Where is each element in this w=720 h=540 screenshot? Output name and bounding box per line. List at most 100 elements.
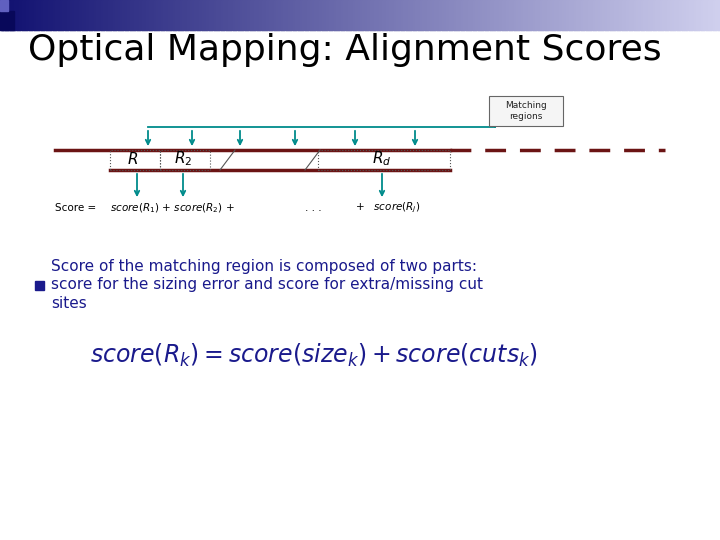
Bar xyxy=(173,0,176,30)
Bar xyxy=(495,0,498,30)
Bar xyxy=(703,0,706,30)
Bar xyxy=(446,0,450,30)
Bar xyxy=(89,0,92,30)
Text: $R$: $R$ xyxy=(127,151,138,167)
Bar xyxy=(487,0,490,30)
Bar xyxy=(187,0,191,30)
Bar xyxy=(706,0,709,30)
Bar xyxy=(41,0,44,30)
Bar xyxy=(307,0,310,30)
Bar xyxy=(655,0,659,30)
Bar xyxy=(574,0,577,30)
Bar xyxy=(646,0,649,30)
Bar xyxy=(348,0,351,30)
Bar xyxy=(567,0,570,30)
Bar xyxy=(5,0,8,30)
Bar xyxy=(38,0,42,30)
Text: Score of the matching region is composed of two parts:: Score of the matching region is composed… xyxy=(51,260,477,274)
Bar xyxy=(698,0,702,30)
Bar xyxy=(477,0,481,30)
Bar xyxy=(653,0,656,30)
Bar xyxy=(156,0,159,30)
Bar xyxy=(202,0,205,30)
Bar xyxy=(243,0,246,30)
Bar xyxy=(382,0,385,30)
FancyBboxPatch shape xyxy=(489,96,563,126)
Bar xyxy=(27,0,30,30)
Bar xyxy=(526,0,529,30)
Bar xyxy=(639,0,642,30)
Bar xyxy=(473,0,476,30)
Bar xyxy=(578,0,582,30)
Bar xyxy=(238,0,241,30)
Bar xyxy=(149,0,152,30)
Bar xyxy=(266,0,270,30)
Bar xyxy=(549,0,553,30)
Bar xyxy=(135,0,138,30)
Bar xyxy=(559,0,562,30)
Text: Matching
regions: Matching regions xyxy=(505,102,547,121)
Bar xyxy=(288,0,292,30)
Bar xyxy=(540,0,544,30)
Bar xyxy=(151,0,155,30)
Bar xyxy=(240,0,243,30)
Bar xyxy=(283,0,287,30)
Bar xyxy=(576,0,580,30)
Bar xyxy=(341,0,344,30)
Bar xyxy=(293,0,296,30)
Bar xyxy=(63,0,66,30)
Bar xyxy=(545,0,548,30)
Bar xyxy=(518,0,522,30)
Bar xyxy=(650,0,654,30)
Bar xyxy=(209,0,212,30)
Bar xyxy=(619,0,623,30)
Bar xyxy=(189,0,193,30)
Bar xyxy=(329,0,332,30)
Bar xyxy=(571,0,575,30)
Text: score for the sizing error and score for extra/missing cut: score for the sizing error and score for… xyxy=(51,278,483,293)
Text: score$(R_1)$ + score$(R_2)$ +: score$(R_1)$ + score$(R_2)$ + xyxy=(110,201,235,215)
Bar xyxy=(367,0,371,30)
Bar xyxy=(502,0,505,30)
Bar xyxy=(648,0,652,30)
Bar xyxy=(336,0,339,30)
Bar xyxy=(58,0,61,30)
Bar xyxy=(466,0,469,30)
Bar xyxy=(401,0,404,30)
Bar xyxy=(667,0,670,30)
Bar xyxy=(264,0,267,30)
Bar xyxy=(110,0,114,30)
Bar xyxy=(459,0,462,30)
Bar xyxy=(122,0,126,30)
Bar xyxy=(276,0,279,30)
Bar xyxy=(351,0,354,30)
Bar xyxy=(547,0,551,30)
Bar xyxy=(396,0,400,30)
Bar xyxy=(254,0,258,30)
Bar xyxy=(216,0,220,30)
Bar xyxy=(175,0,179,30)
Bar xyxy=(389,0,392,30)
Bar xyxy=(91,0,94,30)
Bar xyxy=(318,150,450,170)
Bar xyxy=(35,280,44,289)
Bar xyxy=(250,0,253,30)
Bar xyxy=(610,0,613,30)
Bar xyxy=(425,0,428,30)
Bar xyxy=(379,0,382,30)
Bar xyxy=(617,0,620,30)
Bar xyxy=(533,0,536,30)
Bar xyxy=(432,0,436,30)
Bar xyxy=(163,0,166,30)
Bar xyxy=(538,0,541,30)
Bar xyxy=(418,0,421,30)
Bar xyxy=(607,0,611,30)
Bar xyxy=(343,0,346,30)
Bar xyxy=(0,10,14,30)
Bar xyxy=(31,0,35,30)
Bar xyxy=(274,0,277,30)
Bar xyxy=(451,0,454,30)
Bar xyxy=(405,0,409,30)
Bar xyxy=(552,0,555,30)
Bar xyxy=(310,0,313,30)
